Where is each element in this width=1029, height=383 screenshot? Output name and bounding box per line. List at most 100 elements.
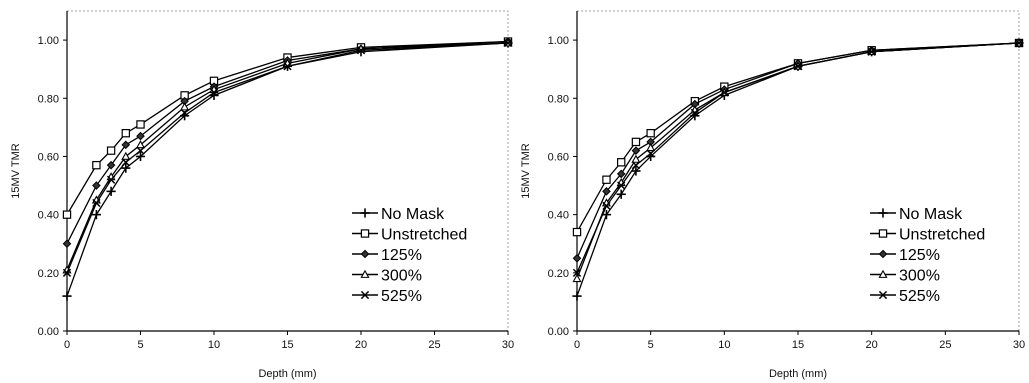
- legend-marker-triangle: [360, 269, 370, 278]
- data-point-square: [602, 175, 611, 184]
- data-point-square: [616, 158, 626, 167]
- data-point-triangle: [121, 151, 131, 160]
- data-point-x: [106, 175, 116, 184]
- x-axis-title: Depth (mm): [258, 368, 316, 380]
- data-point-plus: [91, 210, 101, 220]
- data-point-x: [646, 149, 655, 158]
- data-point-plus: [62, 291, 72, 301]
- data-point-x: [690, 108, 699, 117]
- legend-marker-square: [878, 229, 888, 238]
- data-point-square: [646, 128, 655, 138]
- data-point-x: [602, 201, 611, 211]
- legend-label: 125%: [381, 247, 422, 264]
- y-tick-label: 0.80: [548, 93, 569, 105]
- y-tick-label: 0.20: [38, 268, 59, 280]
- data-point-plus: [106, 186, 116, 196]
- data-point-plus: [601, 210, 612, 220]
- legend-marker-diamond: [878, 249, 888, 259]
- data-point-x: [209, 88, 219, 97]
- data-point-x: [121, 158, 130, 167]
- data-point-plus: [135, 151, 146, 162]
- data-point-triangle: [180, 102, 190, 111]
- data-point-diamond: [92, 181, 101, 190]
- data-point-x: [720, 88, 729, 97]
- y-tick-label: 0.00: [548, 326, 569, 338]
- data-point-square: [92, 160, 101, 170]
- y-tick-label: 0.60: [548, 151, 569, 163]
- data-point-diamond: [106, 160, 116, 170]
- legend: No Mask Unstretched 125% 300% 525%: [352, 206, 467, 305]
- y-tick-label: 0.20: [548, 268, 569, 280]
- x-tick-label: 30: [502, 339, 514, 351]
- legend-label: Unstretched: [899, 227, 985, 244]
- series-line-1: [66, 42, 509, 297]
- data-point-x: [1014, 38, 1024, 48]
- y-axis-title: 15MV TMR: [520, 143, 532, 198]
- legend-label: No Mask: [899, 206, 963, 223]
- data-point-diamond: [616, 169, 626, 179]
- legend-marker-plus: [878, 208, 888, 218]
- x-tick-label: 20: [355, 339, 367, 351]
- data-point-diamond: [136, 131, 145, 141]
- series-line-5: [576, 42, 1020, 274]
- series-line-3: [66, 40, 509, 245]
- y-tick-label: 0.40: [38, 210, 59, 222]
- x-axis-title: Depth (mm): [769, 368, 827, 380]
- legend-marker-plus: [360, 208, 370, 218]
- y-axis-title: 15MV TMR: [10, 143, 22, 198]
- data-point-x: [136, 146, 145, 155]
- data-point-square: [572, 227, 582, 237]
- y-tick-label: 0.00: [38, 326, 59, 338]
- legend-marker-diamond: [360, 249, 370, 259]
- data-point-x: [62, 268, 72, 277]
- x-tick-label: 0: [64, 339, 70, 351]
- x-tick-label: 15: [792, 339, 804, 351]
- x-tick-label: 0: [574, 339, 580, 351]
- y-tick-label: 1.00: [38, 35, 59, 47]
- data-point-triangle: [135, 140, 146, 149]
- data-point-diamond: [602, 187, 611, 196]
- series-line-3: [576, 42, 1020, 259]
- x-tick-label: 20: [866, 339, 878, 351]
- legend-marker-square: [360, 229, 370, 238]
- chart-panel-1: 0.00 0.20 0.40 0.60 0.80 1.00 0 5 10 15 20 25 30 Dept…: [10, 10, 514, 380]
- data-point-triangle: [646, 142, 656, 152]
- x-tick-label: 10: [718, 339, 730, 351]
- legend: No Mask Unstretched 125% 300% 525%: [870, 206, 985, 305]
- data-point-x: [356, 46, 366, 55]
- data-point-plus: [572, 291, 582, 301]
- series-line-4: [66, 42, 509, 271]
- series-line-2: [66, 40, 509, 215]
- legend-label: 300%: [381, 268, 422, 285]
- data-point-x: [92, 198, 101, 208]
- x-tick-label: 25: [428, 339, 440, 351]
- series-line-1: [576, 42, 1020, 297]
- data-point-plus: [631, 166, 641, 176]
- legend-marker-x: [878, 290, 888, 300]
- x-tick-label: 30: [1013, 339, 1025, 351]
- series-line-2: [576, 42, 1020, 233]
- legend-label: 525%: [899, 288, 940, 305]
- data-point-diamond: [572, 253, 582, 263]
- series-line-5: [66, 42, 509, 274]
- legend-marker-triangle: [878, 269, 888, 278]
- data-point-square: [631, 137, 641, 147]
- data-point-triangle: [631, 154, 641, 163]
- x-tick-label: 5: [648, 339, 654, 351]
- data-point-x: [793, 62, 803, 71]
- legend-marker-x: [360, 290, 370, 300]
- data-point-x: [572, 268, 582, 277]
- x-tick-label: 10: [208, 339, 220, 351]
- data-point-x: [617, 181, 626, 190]
- data-point-plus: [616, 189, 626, 199]
- data-point-diamond: [62, 239, 72, 249]
- legend-label: Unstretched: [381, 227, 467, 244]
- chart-panel-2: 0.00 0.20 0.40 0.60 0.80 1.00 0 5 10 15 20 25 30 Dept…: [520, 10, 1025, 380]
- data-point-square: [136, 120, 145, 129]
- data-point-x: [283, 62, 292, 71]
- data-point-diamond: [631, 146, 641, 155]
- legend-label: 525%: [381, 288, 422, 305]
- y-tick-label: 0.60: [38, 151, 59, 163]
- data-point-square: [62, 210, 72, 219]
